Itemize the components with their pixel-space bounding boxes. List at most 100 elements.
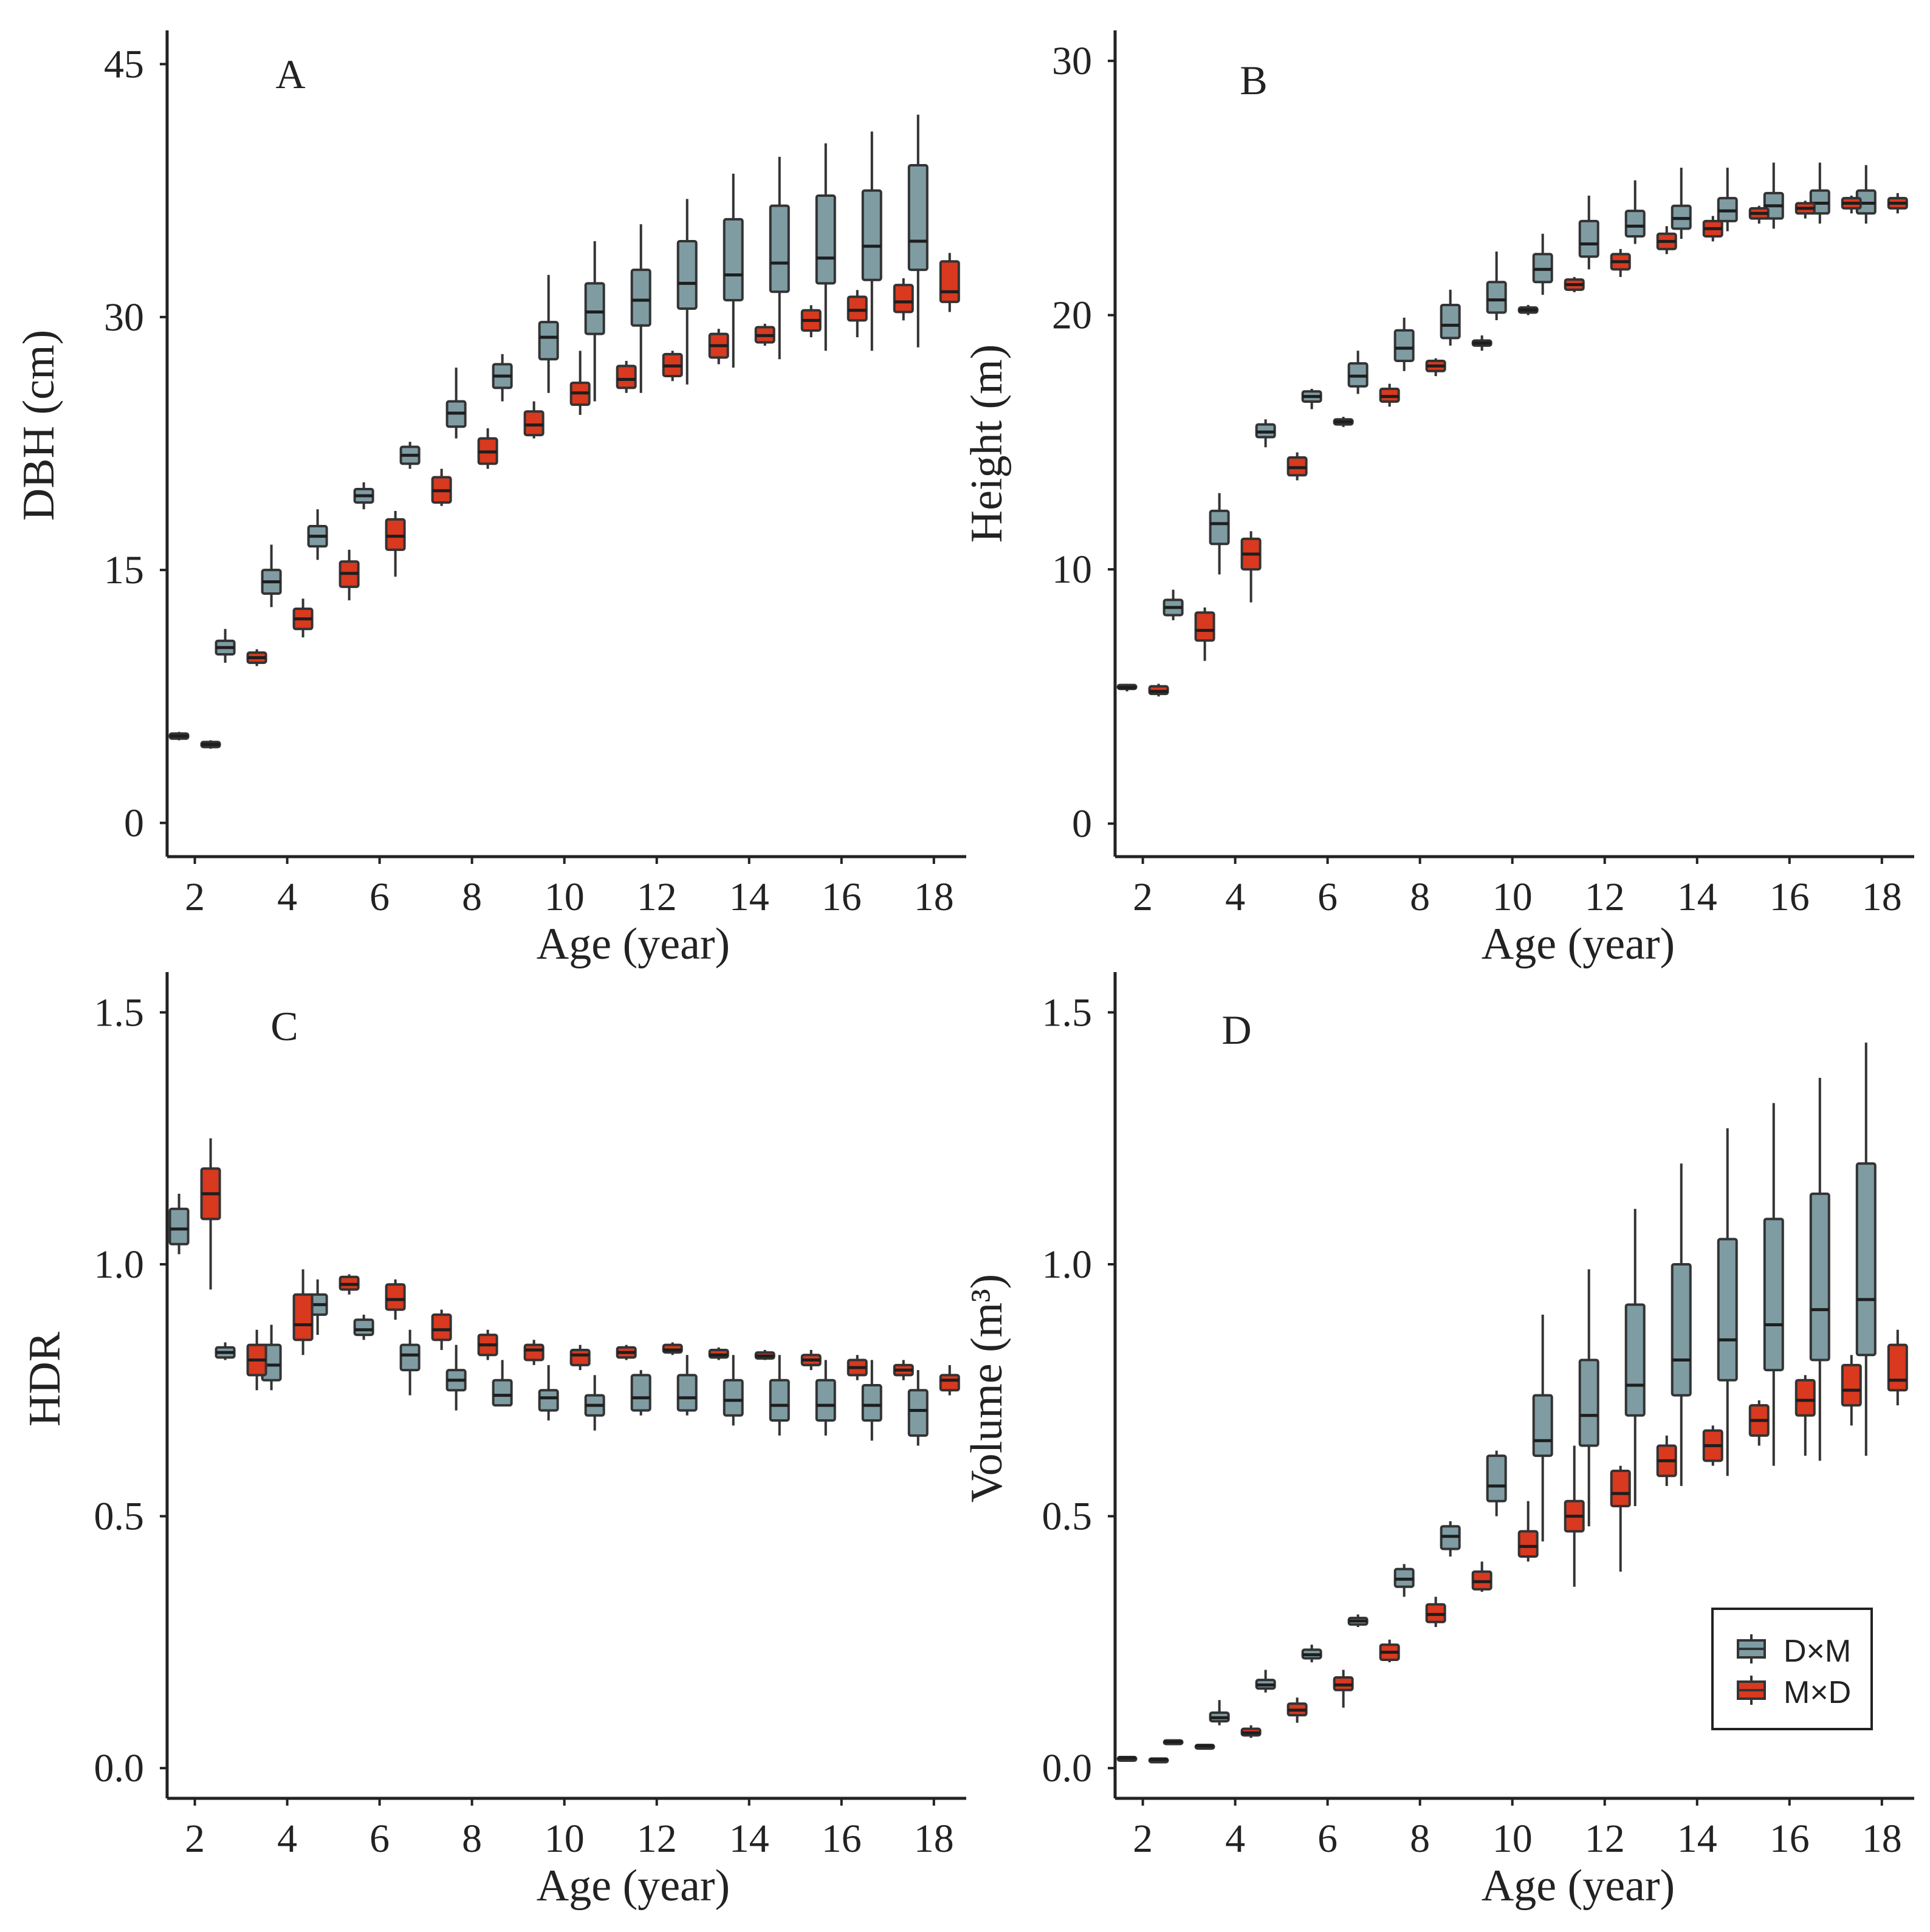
panel-d-dxm-box-age-13 [1624, 1208, 1646, 1507]
panel-d-x-tick-label: 16 [1770, 1817, 1810, 1861]
panel-c-y-tick-label: 1.5 [94, 990, 145, 1035]
panel-d-mxd-box-age-17 [1841, 1355, 1862, 1426]
box [492, 1379, 513, 1407]
panel-b-dxm-box-age-15 [1717, 167, 1738, 231]
box [1486, 281, 1507, 314]
panel-d-mxd-box-age-16 [1794, 1375, 1816, 1456]
panel-a-dxm-box-age-16 [815, 143, 836, 351]
box [584, 282, 605, 335]
panel-b-x-tick-label: 12 [1585, 875, 1625, 919]
panel-a-dxm-box-age-11 [584, 241, 605, 402]
panel-d-dxm-box-age-8 [1393, 1564, 1415, 1597]
box [815, 1379, 836, 1422]
box [1855, 1162, 1877, 1357]
panel-d-x-tick-label: 12 [1585, 1817, 1625, 1861]
panel-c-y-tick-label: 0.5 [94, 1495, 145, 1539]
box [723, 218, 744, 302]
panel-c-y-tick-label: 0.0 [94, 1746, 145, 1790]
legend-dxm-label: D×M [1784, 1634, 1851, 1669]
panel-b-y-tick-label: 20 [1052, 293, 1092, 338]
panel-c-y-axis-title: HDR [20, 1331, 70, 1427]
panel-c-x-tick-label: 4 [277, 1817, 297, 1861]
box [523, 410, 544, 437]
panel-a-x-tick-label: 14 [729, 875, 769, 919]
box [1440, 303, 1461, 340]
panel-a-mxd-box-age-17 [893, 278, 914, 321]
panel-a-mxd-box-age-11 [616, 361, 637, 393]
box [1517, 1530, 1539, 1558]
box [399, 1343, 421, 1372]
panel-c-mxd-box-age-18 [939, 1365, 960, 1396]
box [1610, 1469, 1631, 1508]
panel-b-label: B [1240, 57, 1267, 103]
box [523, 1343, 544, 1362]
legend-item-mxd: M×D [1737, 1675, 1851, 1710]
panel-a-dxm-box-age-3 [215, 629, 236, 663]
panel-c-mxd-box-age-17 [893, 1360, 914, 1380]
panel-d-dxm-box-age-14 [1671, 1163, 1692, 1486]
panel-a-dxm-box-age-14 [723, 173, 744, 368]
panel-c-dxm-box-age-3 [215, 1342, 236, 1360]
box [292, 1293, 314, 1341]
panel-d-dxm-box-age-16 [1763, 1103, 1784, 1466]
box [907, 1389, 929, 1437]
panel-c-dxm-box-age-11 [584, 1375, 605, 1431]
panel-b-dxm-box-age-14 [1671, 167, 1692, 239]
panel-a-x-tick-label: 16 [822, 875, 862, 919]
panel-a-x-tick-label: 4 [277, 875, 297, 919]
panel-a-y-axis-title: DBH (cm) [14, 330, 64, 521]
panel-c-x-tick-label: 8 [462, 1817, 482, 1861]
box [616, 365, 637, 389]
panel-b-x-tick-label: 8 [1410, 875, 1430, 919]
panel-b-y-tick-label: 30 [1052, 39, 1092, 83]
panel-a-dxm-box-age-5 [307, 509, 328, 560]
panel-d-dxm-box-age-7 [1347, 1614, 1369, 1628]
panel-c-x-tick-label: 6 [369, 1817, 390, 1861]
box [861, 189, 882, 281]
panel-d-mxd-box-age-2 [1148, 1757, 1169, 1764]
panel-d-dxm-box-age-2 [1116, 1756, 1138, 1762]
panel-c-dxm-box-age-13 [676, 1355, 698, 1416]
panel-c-x-tick-label: 18 [914, 1817, 954, 1861]
panel-a-dxm-box-age-2 [168, 731, 190, 741]
panel-b-mxd-box-age-13 [1656, 226, 1677, 255]
panel-a-y-tick-label: 15 [104, 548, 144, 592]
panel-a-dxm-box-age-13 [676, 199, 698, 385]
box [1763, 1218, 1784, 1372]
box [1809, 1192, 1830, 1362]
legend-frame [1711, 1608, 1873, 1730]
panel-a-x-tick-label: 12 [637, 875, 677, 919]
box [168, 1207, 190, 1245]
box [538, 1389, 559, 1412]
panel-c-x-tick-label: 14 [729, 1817, 769, 1861]
panel-a-mxd-box-age-6 [385, 511, 406, 577]
box [431, 1313, 452, 1341]
panel-a-y-tick-label: 45 [104, 43, 144, 87]
panel-d-x-axis-title: Age (year) [1482, 1861, 1675, 1911]
panel-a-mxd-box-age-18 [939, 253, 960, 312]
panel-a-dxm-box-age-15 [769, 157, 790, 360]
panel-a-mxd-box-age-5 [338, 549, 360, 601]
panel-a-dxm-box-age-7 [399, 442, 421, 469]
panel-c-mxd-box-age-8 [477, 1329, 498, 1360]
panel-c-x-tick-label: 16 [822, 1817, 862, 1861]
panel-c-dxm-box-age-2 [168, 1193, 190, 1255]
box [815, 194, 836, 285]
panel-d-dxm-box-age-4 [1209, 1700, 1230, 1725]
panel-a-plot-area: 2 4 6 8 10 12 14 16 18 0 15 30 45 [104, 30, 966, 919]
panel-a-dxm-box-age-4 [261, 544, 282, 608]
panel-d-mxd-box-age-14 [1702, 1425, 1723, 1466]
panel-c-dxm-box-age-10 [538, 1365, 559, 1421]
panel-d-dxm-box-age-17 [1809, 1078, 1830, 1461]
box [1671, 1262, 1692, 1397]
panel-d-dxm-box-age-18 [1855, 1043, 1877, 1456]
panel-c-dxm-box-age-15 [769, 1355, 790, 1436]
box [569, 1348, 591, 1366]
box [1393, 329, 1415, 362]
panel-c-mxd-box-age-3 [246, 1329, 267, 1391]
panel-d-x-tick-label: 14 [1677, 1817, 1717, 1861]
panel-d-mxd-box-age-9 [1471, 1561, 1492, 1592]
box [907, 164, 929, 272]
panel-a-mxd-box-age-8 [477, 428, 498, 469]
panel-b-x-tick-label: 4 [1225, 875, 1245, 919]
